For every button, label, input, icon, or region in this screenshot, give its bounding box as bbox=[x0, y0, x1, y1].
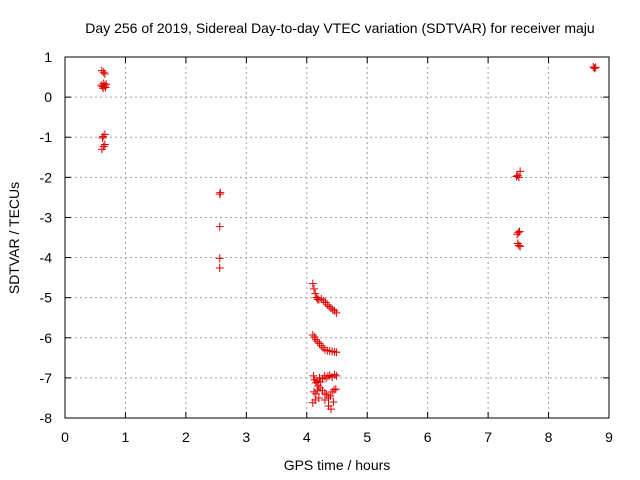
data-point-marker bbox=[314, 393, 323, 402]
data-point-marker bbox=[215, 254, 224, 263]
x-tick-label: 9 bbox=[605, 429, 613, 445]
data-point-marker bbox=[316, 377, 325, 386]
data-point-marker bbox=[516, 242, 525, 251]
data-point-marker bbox=[516, 167, 525, 176]
data-point-marker bbox=[308, 330, 317, 339]
x-tick-label: 2 bbox=[182, 429, 190, 445]
data-point-marker bbox=[323, 300, 332, 309]
y-tick-label: 0 bbox=[44, 89, 52, 105]
y-tick-label: -2 bbox=[40, 169, 53, 185]
data-point-marker bbox=[591, 63, 600, 72]
x-tick-label: 4 bbox=[303, 429, 311, 445]
data-points bbox=[97, 63, 600, 414]
data-point-marker bbox=[514, 228, 523, 237]
data-point-marker bbox=[325, 302, 334, 311]
data-point-marker bbox=[326, 405, 335, 414]
data-point-marker bbox=[317, 341, 326, 350]
y-tick-label: -6 bbox=[40, 330, 53, 346]
x-tick-label: 5 bbox=[363, 429, 371, 445]
x-tick-label: 0 bbox=[61, 429, 69, 445]
data-point-marker bbox=[215, 190, 224, 199]
y-tick-label: -3 bbox=[40, 209, 53, 225]
data-point-marker bbox=[328, 305, 337, 314]
data-point-marker bbox=[311, 289, 320, 298]
data-point-marker bbox=[216, 188, 225, 197]
data-point-marker bbox=[101, 83, 110, 92]
data-point-marker bbox=[309, 371, 318, 380]
data-point-marker bbox=[324, 393, 333, 402]
data-point-marker bbox=[329, 397, 338, 406]
data-point-marker bbox=[311, 335, 320, 344]
y-tick-label: -8 bbox=[40, 410, 53, 426]
data-point-marker bbox=[100, 140, 109, 149]
chart-title: Day 256 of 2019, Sidereal Day-to-day VTE… bbox=[85, 20, 594, 36]
y-axis-label: SDTVAR / TECUs bbox=[6, 182, 22, 294]
x-tick-label: 8 bbox=[545, 429, 553, 445]
data-point-marker bbox=[332, 348, 341, 357]
data-point-marker bbox=[313, 337, 322, 346]
data-point-marker bbox=[314, 381, 323, 390]
y-tick-label: -7 bbox=[40, 370, 53, 386]
data-point-marker bbox=[322, 390, 331, 399]
x-tick-label: 3 bbox=[242, 429, 250, 445]
data-point-marker bbox=[311, 389, 320, 398]
x-tick-label: 1 bbox=[122, 429, 130, 445]
data-point-marker bbox=[514, 241, 523, 250]
data-point-marker bbox=[332, 308, 341, 317]
data-point-marker bbox=[323, 372, 332, 381]
data-point-marker bbox=[99, 132, 108, 141]
data-point-marker bbox=[330, 306, 339, 315]
data-point-marker bbox=[215, 263, 224, 272]
data-point-marker bbox=[331, 385, 340, 394]
data-point-marker bbox=[310, 387, 319, 396]
data-point-marker bbox=[590, 64, 599, 73]
data-point-marker bbox=[99, 68, 108, 77]
data-point-marker bbox=[320, 389, 329, 398]
data-point-marker bbox=[330, 370, 339, 379]
y-tick-label: -1 bbox=[40, 129, 53, 145]
data-point-marker bbox=[100, 69, 109, 78]
data-point-marker bbox=[512, 172, 521, 181]
axis-ticks: 0 1 2 3 4 5 6 7 8 9 -8 -7 -6 -5 -4 -3 -2 -1 0 1 bbox=[40, 49, 614, 445]
data-point-marker bbox=[308, 279, 317, 288]
data-point-marker bbox=[215, 222, 224, 231]
plot-frame bbox=[64, 56, 610, 419]
data-point-marker bbox=[513, 230, 522, 239]
y-tick-label: 1 bbox=[44, 49, 52, 65]
data-point-marker bbox=[311, 395, 320, 404]
x-tick-label: 6 bbox=[424, 429, 432, 445]
grid-lines bbox=[65, 57, 609, 418]
data-point-marker bbox=[310, 284, 319, 293]
data-point-marker bbox=[319, 296, 328, 305]
data-point-marker bbox=[98, 134, 107, 143]
data-point-marker bbox=[319, 343, 328, 352]
data-point-marker bbox=[320, 395, 329, 404]
data-point-marker bbox=[102, 80, 111, 89]
data-point-marker bbox=[513, 171, 522, 180]
y-tick-label: -4 bbox=[40, 250, 53, 266]
y-tick-label: -5 bbox=[40, 290, 53, 306]
data-point-marker bbox=[326, 391, 335, 400]
data-point-marker bbox=[332, 371, 341, 380]
data-point-marker bbox=[99, 142, 108, 151]
x-tick-label: 7 bbox=[484, 429, 492, 445]
x-axis-label: GPS time / hours bbox=[284, 457, 391, 473]
data-point-marker bbox=[329, 385, 338, 394]
